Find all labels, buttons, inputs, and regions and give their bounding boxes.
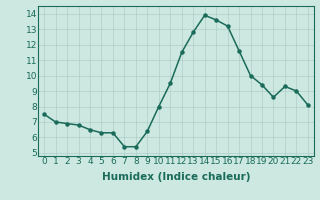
X-axis label: Humidex (Indice chaleur): Humidex (Indice chaleur) [102, 172, 250, 182]
